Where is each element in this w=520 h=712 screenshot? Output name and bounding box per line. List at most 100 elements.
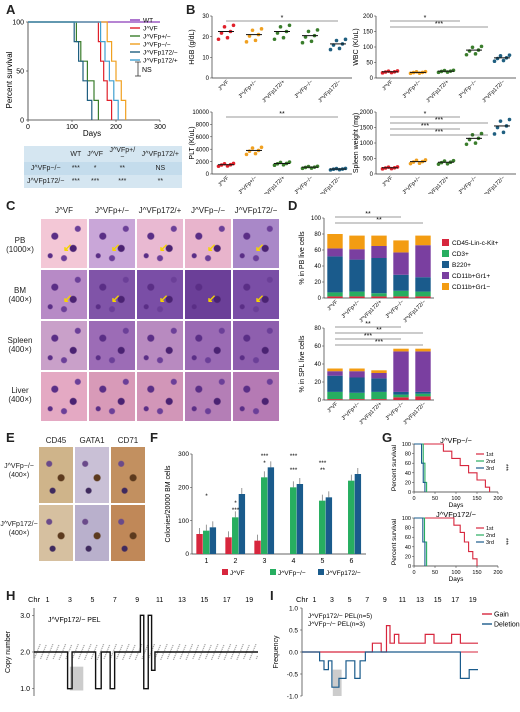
f-bar <box>203 530 210 554</box>
b-data-point <box>247 34 252 38</box>
arrow-icon: ↙ <box>159 242 169 254</box>
h-probe-point <box>163 649 166 651</box>
d-bar-segment <box>371 246 387 258</box>
h-probe-point <box>211 656 214 659</box>
f-legend-label: J^VFp−/− <box>278 570 306 577</box>
d-bar-segment <box>415 245 431 278</box>
h-probe-point <box>228 645 231 648</box>
b-ylabel: WBC (K/uL) <box>353 28 360 65</box>
h-probe-point <box>101 647 103 650</box>
h-segment-line <box>34 614 258 690</box>
b-data-point <box>259 145 264 150</box>
panel-a-survival-chart: 0 100 200 300 0 50 100 Percent survival Days W… <box>5 18 178 139</box>
h-probe-point <box>218 655 220 658</box>
g-y-tick-label: 100 <box>402 442 411 448</box>
h-probe-point <box>222 644 225 647</box>
d-bar-segment <box>371 399 387 400</box>
a-table-cell: ** <box>157 178 164 185</box>
d-bar-segment <box>327 292 343 297</box>
h-probe-point <box>140 643 143 646</box>
h-chr-tick-label: 13 <box>178 597 186 604</box>
a-survival-line <box>28 21 93 120</box>
b-x-tick-label: J^VFp+/− <box>238 175 259 194</box>
b-data-point <box>253 151 258 156</box>
arrow-icon: ↙ <box>63 293 73 305</box>
h-probe-point <box>56 648 58 650</box>
g-title: J^VFp172/− <box>436 510 477 519</box>
d-bar-segment <box>349 259 365 292</box>
d-y-tick-label: 20 <box>314 380 321 386</box>
g-legend-label: 2nd <box>486 533 495 539</box>
h-probe-point <box>99 653 101 655</box>
h-probe-point <box>254 645 256 648</box>
h-probe-point <box>183 648 185 650</box>
b-data-point <box>498 54 503 58</box>
h-probe-point <box>96 644 98 647</box>
f-sig-label: * <box>234 500 237 507</box>
a-x-tick-label: 300 <box>154 124 166 131</box>
h-probe-point <box>48 653 50 655</box>
i-y-tick-label: 1.0 <box>289 606 298 613</box>
d-bar-segment <box>349 399 365 400</box>
b-y-tick-label: 2000 <box>196 160 210 166</box>
h-probe-point <box>69 646 72 649</box>
f-sig-label: *** <box>261 453 269 460</box>
d-bar-segment <box>349 368 365 372</box>
h-probe-point <box>144 650 146 652</box>
b-y-tick-label: 0 <box>206 76 210 82</box>
a-table-cell: *** <box>71 178 80 185</box>
f-legend-swatch <box>270 569 276 575</box>
c-col-label: J^VFp172/− <box>234 206 278 215</box>
h-probe-point <box>116 657 118 660</box>
histology-image: ↙ <box>136 269 184 320</box>
h-probe-point <box>86 653 88 655</box>
b-data-point <box>479 131 484 136</box>
h-probe-point <box>122 656 125 659</box>
h-probe-point <box>90 643 92 646</box>
b-data-point <box>244 40 249 44</box>
h-probe-point <box>172 658 175 661</box>
b-data-point <box>219 31 224 35</box>
b-data-point <box>225 35 230 40</box>
f-legend-swatch <box>318 569 324 575</box>
a-legend-label: J^VF <box>143 26 158 33</box>
h-probe-point <box>112 651 114 653</box>
h-probe-point <box>70 644 73 647</box>
h-probe-point <box>248 644 250 647</box>
h-probe-point <box>181 654 183 656</box>
panel-e-ihc: CD45 GATA1 CD71 J^VFp−/− (400×) J^VFp172/… <box>0 436 148 586</box>
b-data-point <box>464 142 469 147</box>
h-probe-point <box>75 647 78 650</box>
arrow-icon: ↙ <box>255 293 265 305</box>
g-y-tick-label: 80 <box>405 526 411 532</box>
a-survival-line <box>28 21 127 120</box>
h-probe-point <box>225 654 227 657</box>
g-x-tick-label: 50 <box>432 570 438 576</box>
h-probe-point <box>128 643 130 646</box>
h-probe-point <box>104 655 106 658</box>
h-probe-point <box>90 657 93 660</box>
d-bar-segment <box>415 291 431 297</box>
f-bar <box>254 540 261 554</box>
h-probe-point <box>247 646 249 649</box>
histology-image: ↙ <box>40 218 88 269</box>
f-y-tick-label: 200 <box>178 485 189 492</box>
histology-image <box>88 371 136 422</box>
b-data-point <box>343 37 348 42</box>
h-probe-point <box>244 654 247 656</box>
g-x-tick-label: 150 <box>472 570 481 576</box>
histology-image <box>40 320 88 371</box>
i-gain-line <box>302 625 478 653</box>
d-x-tick-label: J^VFp172/− <box>402 401 427 426</box>
g-sig-label: *** <box>502 464 508 472</box>
h-probe-point <box>120 646 123 649</box>
d-bar-segment <box>327 234 343 249</box>
h-probe-point <box>51 643 54 646</box>
h-probe-point <box>176 649 179 651</box>
d-bar-segment <box>371 293 387 297</box>
h-probe-point <box>237 654 240 657</box>
b-data-point <box>281 163 286 167</box>
i-y-tick-label: 0.5 <box>289 628 298 635</box>
a-table-cell: NS <box>155 165 166 172</box>
h-probe-point <box>225 653 228 655</box>
